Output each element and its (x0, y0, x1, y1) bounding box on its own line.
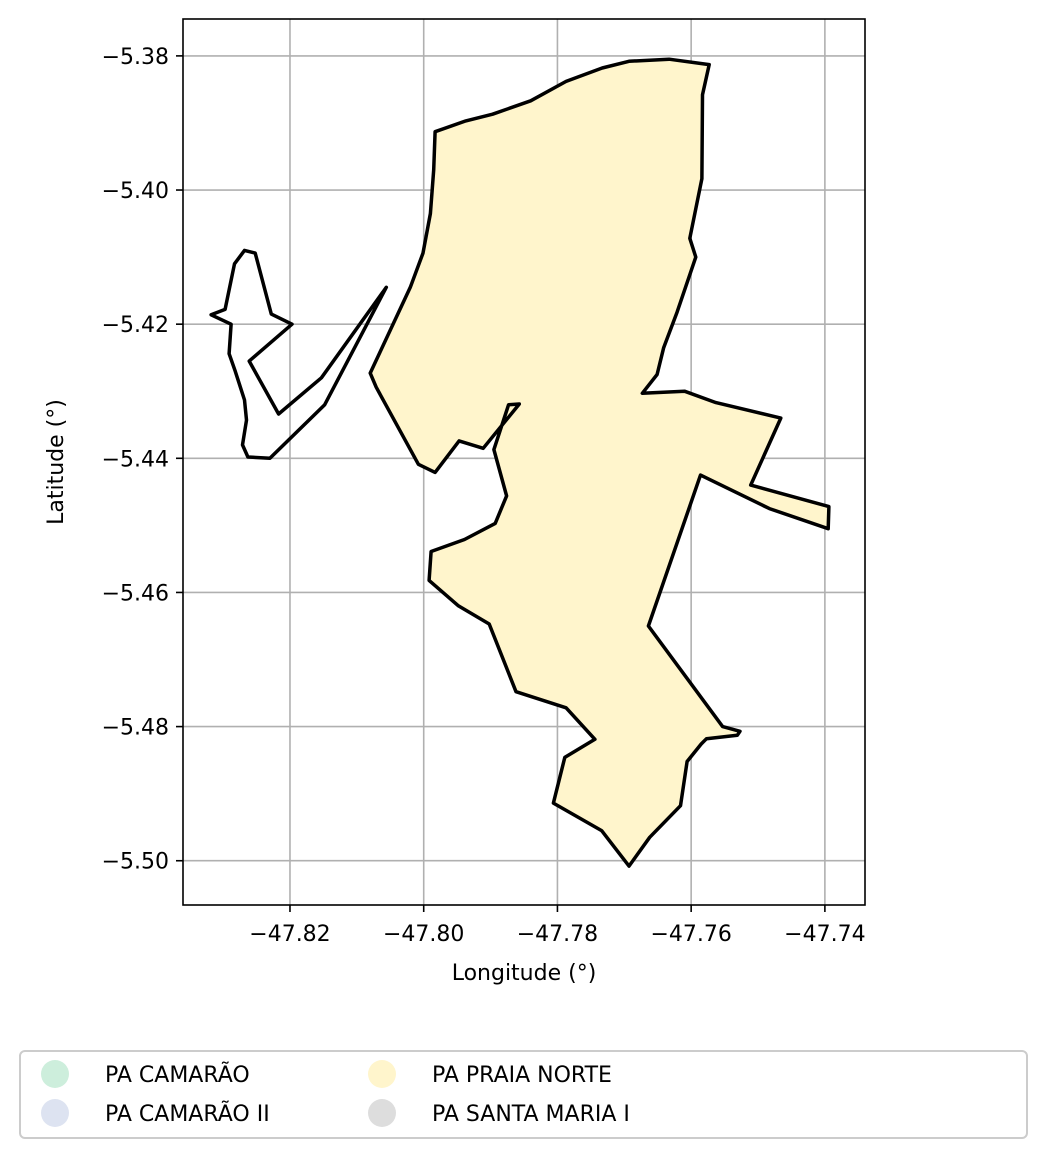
map-regions (370, 59, 829, 867)
legend-frame (19, 1050, 1028, 1139)
axes-frame (182, 18, 866, 906)
legend-label: PA CAMARÃO (105, 1061, 250, 1088)
legend-marker (368, 1060, 396, 1088)
legend-entry: PA SANTA MARIA I (368, 1099, 630, 1127)
legend-label: PA CAMARÃO II (105, 1100, 270, 1127)
region-fill (370, 59, 829, 867)
legend-entries: PA CAMARÃO PA CAMARÃO II PA PRAIA NORTE PA … (41, 1060, 630, 1127)
x-tick-label: −47.76 (650, 922, 731, 947)
x-tick-label: −47.80 (383, 922, 464, 947)
legend: PA CAMARÃO PA CAMARÃO II PA PRAIA NORTE PA … (19, 1050, 1028, 1139)
x-axis-ticks: −47.82 −47.80 −47.78 −47.76 −47.74 (249, 905, 866, 947)
x-tick-label: −47.82 (249, 922, 330, 947)
y-axis-ticks: −5.38 −5.40 −5.42 −5.44 −5.46 −5.48 −5.50 (102, 45, 183, 875)
legend-marker (41, 1060, 69, 1088)
y-tick-label: −5.48 (102, 716, 169, 741)
y-tick-label: −5.50 (102, 850, 169, 875)
y-axis-label: Latitude (°) (44, 399, 69, 525)
x-tick-label: −47.74 (784, 922, 865, 947)
boundary-outline (209, 248, 389, 461)
x-tick-label: −47.78 (517, 922, 598, 947)
legend-entry: PA CAMARÃO (41, 1060, 250, 1088)
legend-entry: PA PRAIA NORTE (368, 1060, 612, 1088)
y-tick-label: −5.42 (102, 313, 169, 338)
legend-marker (41, 1099, 69, 1127)
x-axis-label: Longitude (°) (452, 961, 597, 986)
legend-label: PA SANTA MARIA I (432, 1102, 630, 1127)
y-tick-label: −5.44 (102, 447, 169, 472)
legend-marker (368, 1099, 396, 1127)
map-boundaries (209, 57, 831, 868)
legend-entry: PA CAMARÃO II (41, 1099, 270, 1127)
region-boundary (368, 57, 831, 868)
y-tick-label: −5.40 (102, 179, 169, 204)
y-tick-label: −5.38 (102, 45, 169, 70)
legend-label: PA PRAIA NORTE (432, 1063, 612, 1088)
y-tick-label: −5.46 (102, 581, 169, 606)
